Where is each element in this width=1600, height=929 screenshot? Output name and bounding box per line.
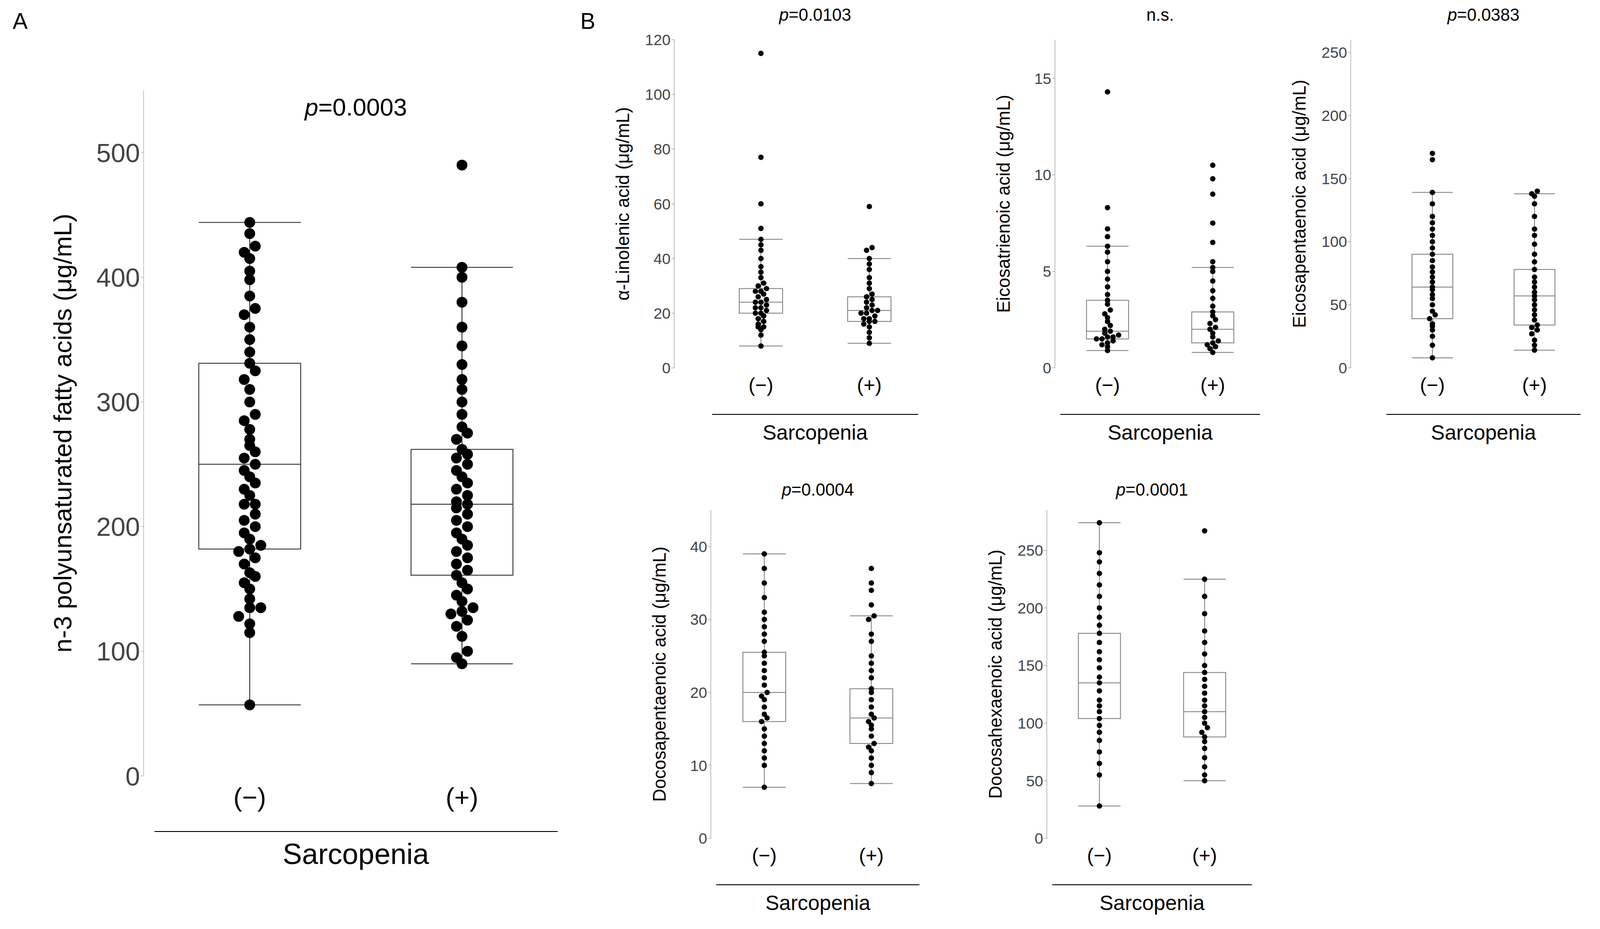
html-text:Sarcopenia: Sarcopenia	[765, 891, 871, 915]
svg-text:20: 20	[690, 684, 708, 702]
svg-text:500: 500	[96, 138, 140, 168]
html-text:Sarcopenia: Sarcopenia	[282, 838, 429, 871]
svg-text:50: 50	[1329, 296, 1348, 314]
svg-text:80: 80	[653, 140, 671, 158]
html-text:Sarcopenia: Sarcopenia	[1107, 420, 1213, 445]
svg-text:250: 250	[1017, 541, 1044, 560]
svg-text:(−): (−)	[1086, 844, 1112, 867]
html-text:p =0.0003: p =0.0003	[304, 93, 408, 121]
html-text:n.s.: n.s.	[1146, 5, 1174, 25]
svg-text:120: 120	[644, 31, 671, 49]
svg-text:20: 20	[653, 304, 671, 322]
svg-text:40: 40	[653, 250, 671, 268]
html-text:Sarcopenia: Sarcopenia	[1099, 891, 1205, 915]
svg-text:400: 400	[96, 262, 140, 293]
svg-text:(+): (+)	[1521, 373, 1547, 397]
svg-text:50: 50	[1026, 772, 1044, 790]
html-text:p =0.0004: p =0.0004	[781, 480, 854, 500]
svg-text:(−): (−)	[1095, 373, 1120, 397]
svg-text:15: 15	[1034, 69, 1052, 88]
svg-text:10: 10	[1034, 166, 1052, 184]
svg-text:150: 150	[1321, 170, 1348, 188]
html-text:Sarcopenia: Sarcopenia	[1430, 420, 1537, 445]
svg-text:40: 40	[690, 538, 708, 556]
svg-text:10: 10	[690, 757, 708, 775]
svg-text:100: 100	[96, 636, 140, 667]
svg-text:0: 0	[1034, 830, 1044, 848]
svg-text:100: 100	[1321, 233, 1348, 251]
svg-text:0: 0	[125, 761, 140, 792]
svg-text:100: 100	[1017, 714, 1044, 733]
svg-text:300: 300	[96, 387, 140, 417]
html-text:p =0.0103: p =0.0103	[779, 5, 852, 25]
svg-text:(+): (+)	[858, 844, 884, 867]
svg-text:0: 0	[1338, 359, 1348, 377]
svg-text:Eicosapentaenoic acid (μg/mL): Eicosapentaenoic acid (μg/mL)	[1289, 79, 1310, 329]
svg-text:0: 0	[698, 830, 708, 848]
svg-text:200: 200	[96, 512, 140, 542]
svg-text:(−): (−)	[1419, 373, 1445, 397]
svg-text:n-3 polyunsaturated fatty acid: n-3 polyunsaturated fatty acids (μg/mL)	[48, 213, 77, 653]
svg-text:250: 250	[1321, 43, 1348, 61]
html-text:Sarcopenia: Sarcopenia	[762, 420, 868, 445]
html-text:B: B	[580, 8, 596, 34]
svg-text:5: 5	[1042, 262, 1052, 280]
svg-text:(−): (−)	[233, 782, 267, 812]
svg-text:(−): (−)	[751, 844, 777, 867]
svg-text:(−): (−)	[748, 373, 774, 397]
svg-text:(+): (+)	[1192, 844, 1218, 867]
svg-text:200: 200	[1017, 599, 1044, 617]
svg-text:0: 0	[1042, 359, 1052, 377]
svg-text:Eicosatrienoic acid (μg/mL): Eicosatrienoic acid (μg/mL)	[993, 94, 1014, 313]
svg-text:(+): (+)	[445, 782, 479, 812]
svg-text:Docosapentaenoic acid (μg/mL): Docosapentaenoic acid (μg/mL)	[649, 546, 670, 803]
svg-text:0: 0	[662, 359, 671, 377]
svg-text:30: 30	[690, 611, 708, 629]
html-text:p =0.0001: p =0.0001	[1115, 480, 1189, 500]
svg-text:α-Linolenic acid (μg/mL): α-Linolenic acid (μg/mL)	[612, 107, 633, 301]
html-text:p =0.0383: p =0.0383	[1447, 5, 1520, 25]
svg-text:100: 100	[644, 85, 671, 103]
svg-text:150: 150	[1017, 657, 1044, 675]
html-text:A: A	[12, 8, 28, 34]
svg-text:60: 60	[653, 195, 671, 213]
svg-text:Docosahexaenoic acid (μg/mL): Docosahexaenoic acid (μg/mL)	[985, 549, 1006, 799]
svg-text:(+): (+)	[857, 373, 882, 397]
svg-text:(+): (+)	[1200, 373, 1226, 397]
svg-text:200: 200	[1321, 107, 1348, 125]
